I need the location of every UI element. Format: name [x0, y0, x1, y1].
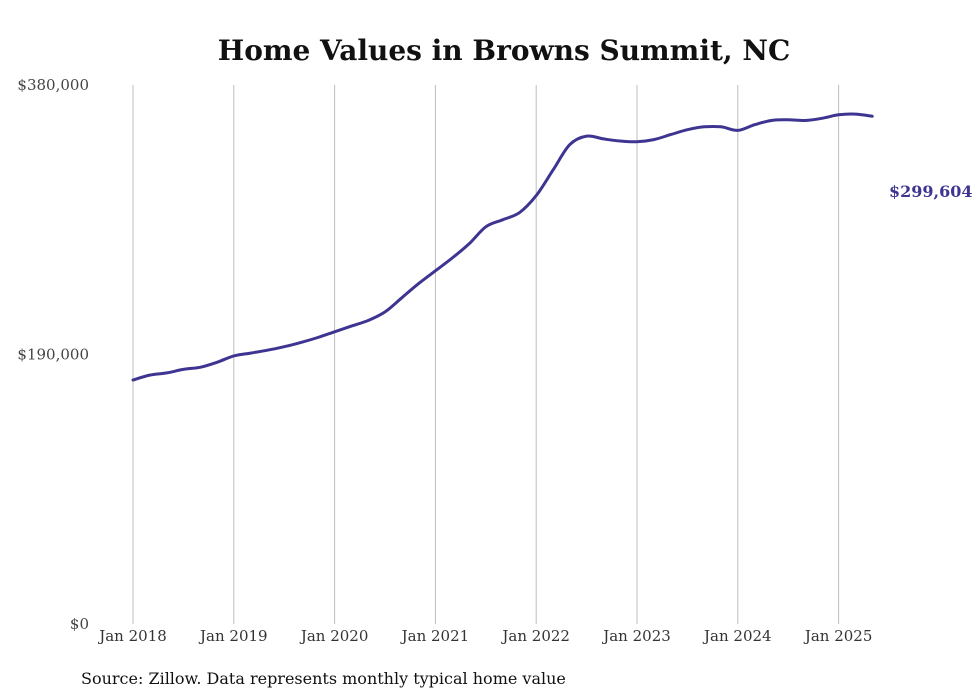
- x-tick-label: Jan 2020: [299, 627, 369, 645]
- x-tick-label: Jan 2023: [601, 627, 671, 645]
- y-tick-label: $190,000: [17, 346, 89, 364]
- chart-title: Home Values in Browns Summit, NC: [218, 34, 791, 67]
- x-axis-ticks: Jan 2018 Jan 2019 Jan 2020 Jan 2021 Jan 2022…: [97, 627, 872, 645]
- end-value-label: $299,604: [889, 182, 973, 201]
- x-tick-label: Jan 2022: [500, 627, 570, 645]
- y-tick-label: $0: [70, 615, 89, 633]
- source-note: Source: Zillow. Data represents monthly …: [81, 669, 566, 688]
- grid-lines: [132, 85, 840, 624]
- x-tick-label: Jan 2019: [198, 627, 268, 645]
- x-tick-label: Jan 2024: [702, 627, 772, 645]
- x-tick-label: Jan 2021: [400, 627, 470, 645]
- x-tick-label: Jan 2025: [803, 627, 873, 645]
- x-tick-label: Jan 2018: [97, 627, 167, 645]
- series-line: [131, 112, 874, 382]
- y-tick-label: $380,000: [17, 76, 89, 94]
- y-axis-ticks: $0 $190,000 $380,000: [17, 76, 89, 633]
